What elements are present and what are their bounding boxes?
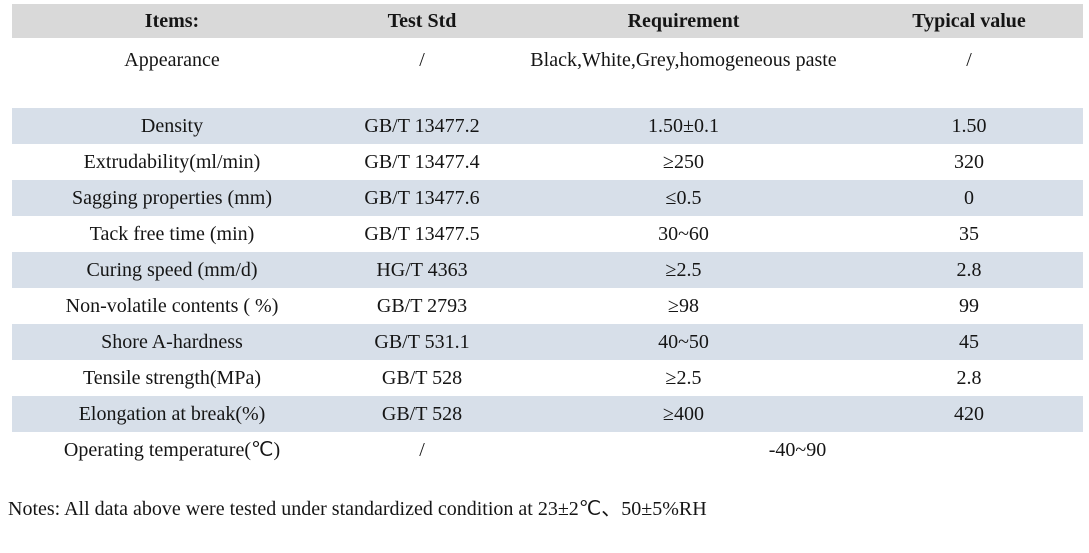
cell-item: Density [140,115,204,137]
cell-item: Shore A-hardness [101,331,243,353]
table-row: Tensile strength(MPa) GB/T 528 ≥2.5 2.8 [12,360,1083,396]
table-row: Operating temperature(℃) / -40~90 [12,432,1083,468]
cell-item: Tack free time (min) [89,223,255,245]
cell-typical-value: 320 [954,151,984,173]
cell-item: Curing speed (mm/d) [86,259,258,281]
column-header-requirement: Requirement [627,10,740,32]
table-row: Shore A-hardness GB/T 531.1 40~50 45 [12,324,1083,360]
cell-typical-value: 420 [954,403,984,425]
cell-test-std: GB/T 13477.4 [364,151,480,173]
cell-test-std: HG/T 4363 [376,259,468,281]
cell-test-std: GB/T 13477.2 [364,115,480,137]
cell-item: Extrudability(ml/min) [83,151,261,173]
cell-item: Tensile strength(MPa) [82,367,261,389]
cell-typical-value: 99 [959,295,979,317]
table-row: Tack free time (min) GB/T 13477.5 30~60 … [12,216,1083,252]
cell-typical-value: 2.8 [956,367,982,389]
spec-table: Items: Test Std Requirement Typical valu… [12,4,1083,468]
table-row: Density GB/T 13477.2 1.50±0.1 1.50 [12,108,1083,144]
table-row: Elongation at break(%) GB/T 528 ≥400 420 [12,396,1083,432]
cell-test-std: GB/T 531.1 [374,331,470,353]
cell-requirement-merged: -40~90 [768,439,827,461]
notes-text: Notes: All data above were tested under … [8,498,707,520]
cell-requirement: 1.50±0.1 [648,115,719,137]
cell-item: Elongation at break(%) [78,403,266,425]
cell-typical-value: 1.50 [951,115,987,137]
table-row: Extrudability(ml/min) GB/T 13477.4 ≥250 … [12,144,1083,180]
cell-typical-value: 0 [964,187,974,209]
cell-typical-value: 35 [959,223,979,245]
column-header-typical-value: Typical value [912,10,1026,32]
cell-test-std: / [419,439,425,461]
cell-test-std: GB/T 528 [381,403,463,425]
cell-requirement: Black,White,Grey,homogeneous paste [530,49,837,71]
cell-test-std: / [419,49,425,71]
cell-typical-value: 2.8 [956,259,982,281]
table-row: Curing speed (mm/d) HG/T 4363 ≥2.5 2.8 [12,252,1083,288]
cell-item: Appearance [124,49,220,71]
cell-test-std: GB/T 13477.6 [364,187,480,209]
column-header-test-std: Test Std [387,10,457,32]
cell-test-std: GB/T 2793 [376,295,468,317]
cell-requirement: ≥98 [668,295,699,317]
column-header-items: Items: [144,10,200,32]
cell-requirement: ≥400 [663,403,704,425]
cell-requirement: 40~50 [658,331,709,353]
cell-typical-value: / [966,49,972,71]
cell-item: Operating temperature(℃) [63,439,281,461]
cell-requirement: ≥2.5 [665,259,702,281]
table-row: Non-volatile contents ( %) GB/T 2793 ≥98… [12,288,1083,324]
cell-test-std: GB/T 13477.5 [364,223,480,245]
table-header-row: Items: Test Std Requirement Typical valu… [12,4,1083,38]
cell-requirement: ≥2.5 [665,367,702,389]
table-row: Sagging properties (mm) GB/T 13477.6 ≤0.… [12,180,1083,216]
table-row: Appearance / Black,White,Grey,homogeneou… [12,38,1083,108]
cell-requirement: ≤0.5 [665,187,702,209]
cell-requirement: 30~60 [658,223,709,245]
cell-test-std: GB/T 528 [381,367,463,389]
cell-item: Sagging properties (mm) [72,187,272,209]
cell-requirement: ≥250 [663,151,704,173]
cell-item: Non-volatile contents ( %) [65,295,279,317]
cell-typical-value: 45 [959,331,979,353]
